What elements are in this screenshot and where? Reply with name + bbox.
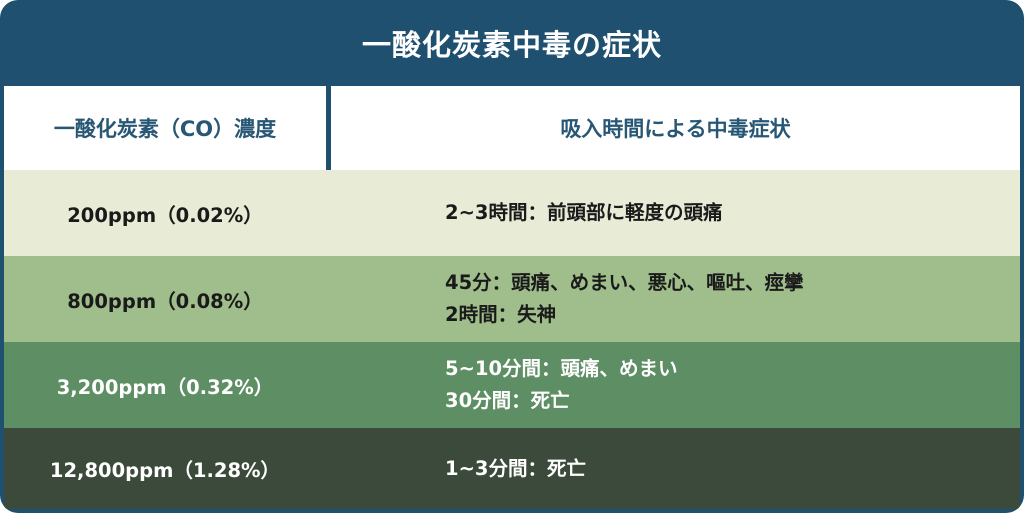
symptom-cell: 2~3時間：前頭部に軽度の頭痛 [445, 170, 1005, 256]
table-row: 12,800ppm（1.28%） 1~3分間：死亡 [4, 428, 1020, 509]
symptom-line: 30分間：死亡 [445, 389, 570, 412]
concentration-cell: 800ppm（0.08%） [67, 289, 263, 313]
symptom-line: 5~10分間：頭痛、めまい [445, 357, 678, 380]
symptom-line: 2~3時間：前頭部に軽度の頭痛 [445, 201, 723, 224]
header-symptoms: 吸入時間による中毒症状 [331, 86, 1020, 170]
symptom-line: 2時間：失神 [445, 303, 557, 326]
table-row: 200ppm（0.02%） 2~3時間：前頭部に軽度の頭痛 [4, 170, 1020, 256]
symptom-line: 45分：頭痛、めまい、悪心、嘔吐、痙攣 [445, 271, 804, 294]
symptom-cell: 1~3分間：死亡 [445, 428, 1005, 509]
concentration-cell: 200ppm（0.02%） [67, 203, 263, 227]
symptom-line: 1~3分間：死亡 [445, 456, 586, 480]
table-row: 3,200ppm（0.32%） 5~10分間：頭痛、めまい 30分間：死亡 [4, 342, 1020, 428]
table-row: 800ppm（0.08%） 45分：頭痛、めまい、悪心、嘔吐、痙攣 2時間：失神 [4, 256, 1020, 342]
symptom-cell: 5~10分間：頭痛、めまい 30分間：死亡 [445, 342, 1005, 428]
concentration-cell: 12,800ppm（1.28%） [49, 459, 281, 482]
concentration-cell: 3,200ppm（0.32%） [56, 375, 274, 399]
table-title: 一酸化炭素中毒の症状 [361, 28, 662, 62]
symptom-cell: 45分：頭痛、めまい、悪心、嘔吐、痙攣 2時間：失神 [445, 256, 1005, 342]
header-concentration: 一酸化炭素（CO）濃度 [4, 86, 326, 170]
